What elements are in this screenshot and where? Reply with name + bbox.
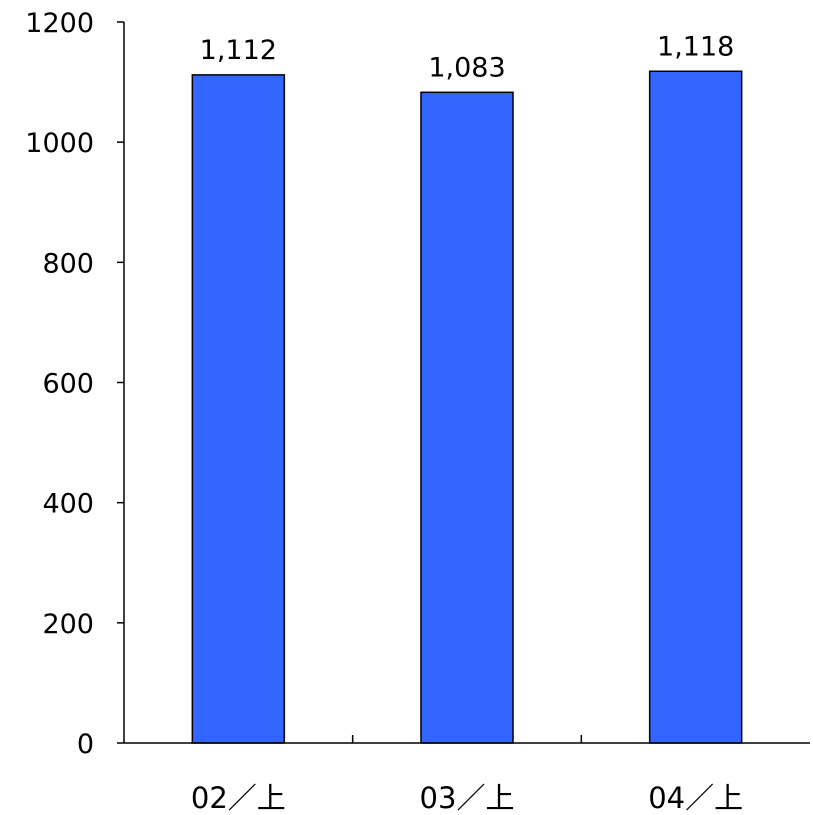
y-tick-label: 600 [42, 369, 94, 400]
y-tick-label: 800 [42, 248, 94, 279]
y-tick-label: 1000 [25, 128, 94, 159]
y-axis-ticks: 0 200 400 600 800 1000 1200 [25, 8, 124, 760]
bar-value-label: 1,118 [657, 31, 734, 62]
x-axis-ticks: 02／上 03／上 04／上 [191, 735, 743, 815]
y-tick-label: 200 [42, 609, 94, 640]
x-category-label: 04／上 [648, 781, 743, 815]
bar-value-label: 1,112 [200, 35, 277, 66]
bar [191, 74, 286, 744]
y-tick-label: 1200 [25, 8, 94, 39]
x-category-label: 02／上 [191, 781, 286, 815]
bar-value-label: 1,083 [428, 52, 505, 83]
bar [648, 70, 743, 744]
y-tick-label: 0 [77, 729, 94, 760]
bar [420, 91, 514, 744]
bars: 1,112 1,083 1,118 [191, 31, 743, 744]
x-category-label: 03／上 [420, 781, 515, 815]
y-tick-label: 400 [42, 489, 94, 520]
